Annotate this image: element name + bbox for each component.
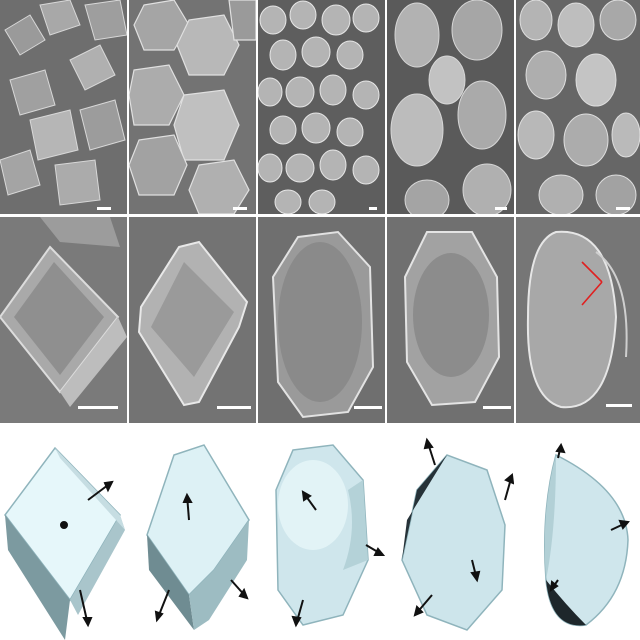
arrow-icon [549,442,630,593]
scale-bar [483,406,511,409]
scale-bar [606,404,632,407]
scale-bar [217,406,251,409]
sem-single-crystal-4 [387,217,514,423]
arrow-icon [60,480,114,628]
sem-single-crystal-5 [516,217,640,423]
sem-overview-2 [129,0,256,214]
crystal-model-5 [516,430,640,640]
scale-bar [354,406,382,409]
scale-bar [78,406,118,409]
scale-bar [233,207,247,210]
sem-overview-4 [387,0,514,214]
crystal-model-1 [0,430,127,640]
sem-single-crystal-3 [258,217,385,423]
scale-bar [97,207,111,210]
scale-bar [495,207,507,210]
arrow-icon [154,492,249,623]
crystal-model-3 [258,430,385,640]
sem-overview-3 [258,0,385,214]
crystal-model-4 [387,430,514,640]
scale-bar [369,207,377,210]
crystal-model-2 [129,430,256,640]
sem-overview-1 [0,0,127,214]
sem-single-crystal-2 [129,217,256,423]
angle-marker-icon [581,261,603,306]
arrow-icon [291,490,385,628]
sem-overview-5 [516,0,640,214]
arrow-icon [413,437,514,617]
sem-single-crystal-1 [0,217,127,423]
scale-bar [616,207,630,210]
